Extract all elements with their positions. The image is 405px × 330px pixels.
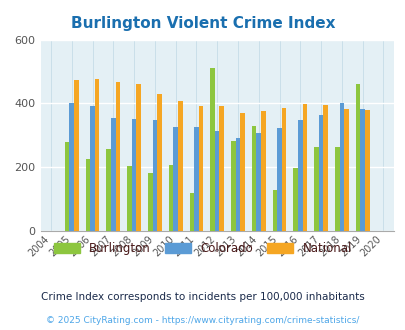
Bar [173,127,177,231]
Bar [297,120,302,231]
Bar [260,111,265,231]
Bar [281,108,286,231]
Text: Burlington Violent Crime Index: Burlington Violent Crime Index [70,16,335,31]
Bar [95,79,99,231]
Bar [157,94,161,231]
Bar [240,113,244,231]
Bar [177,101,182,231]
Bar [313,147,318,231]
Bar [106,149,111,231]
Bar [132,119,136,231]
Bar [189,193,194,231]
Bar [198,106,203,231]
Bar [219,106,224,231]
Bar [152,120,157,231]
Bar [148,173,152,231]
Bar [235,138,240,231]
Bar [251,126,256,231]
Bar [272,189,277,231]
Bar [168,165,173,231]
Bar [111,118,115,231]
Bar [85,159,90,231]
Bar [115,82,120,231]
Bar [136,84,141,231]
Bar [127,166,132,231]
Legend: Burlington, Colorado, National: Burlington, Colorado, National [49,237,356,260]
Text: © 2025 CityRating.com - https://www.cityrating.com/crime-statistics/: © 2025 CityRating.com - https://www.city… [46,315,359,325]
Bar [334,147,339,231]
Bar [364,110,369,231]
Bar [277,128,281,231]
Bar [210,68,214,231]
Bar [360,109,364,231]
Bar [318,115,323,231]
Bar [74,81,79,231]
Text: Crime Index corresponds to incidents per 100,000 inhabitants: Crime Index corresponds to incidents per… [41,292,364,302]
Bar [194,127,198,231]
Bar [214,131,219,231]
Bar [302,104,307,231]
Bar [355,84,360,231]
Bar [65,142,69,231]
Bar [339,103,343,231]
Bar [230,141,235,231]
Bar [256,133,260,231]
Bar [90,106,95,231]
Bar [293,168,297,231]
Bar [323,105,327,231]
Bar [69,103,74,231]
Bar [343,109,348,231]
